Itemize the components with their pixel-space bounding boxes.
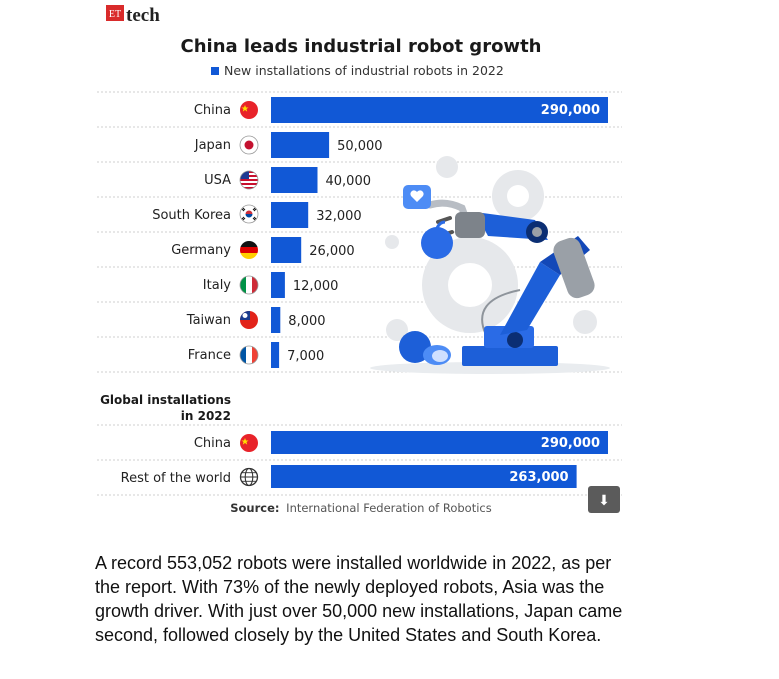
value-label-taiwan: 8,000 xyxy=(288,314,325,329)
germany-flag-icon xyxy=(240,241,258,259)
category-label: China xyxy=(194,103,231,118)
category-label: France xyxy=(188,348,231,363)
source-note: Source: International Federation of Robo… xyxy=(230,501,491,515)
south-korea-flag-icon xyxy=(239,204,259,224)
value-label-france: 7,000 xyxy=(287,349,324,364)
value-label-global-china: 290,000 xyxy=(541,436,600,451)
bar-south-korea xyxy=(271,202,309,228)
category-label: Japan xyxy=(194,138,231,153)
bar-italy xyxy=(271,272,285,298)
category-label: Taiwan xyxy=(186,313,231,328)
source-text: International Federation of Robotics xyxy=(286,501,492,515)
bar-rest-of-world xyxy=(271,465,577,488)
italy-flag-icon xyxy=(239,275,259,295)
bar-france xyxy=(271,342,280,368)
value-label-germany: 26,000 xyxy=(309,244,355,259)
bar-china xyxy=(271,97,608,123)
france-flag-icon xyxy=(239,345,259,365)
source-label: Source: xyxy=(230,501,279,515)
bar-japan xyxy=(271,132,330,158)
article-caption: A record 553,052 robots were installed w… xyxy=(95,553,623,645)
legend-swatch xyxy=(211,67,219,75)
category-label: Italy xyxy=(203,278,232,293)
category-label: China xyxy=(194,436,231,451)
chart: ET tech China leads industrial robot gro… xyxy=(97,5,622,515)
svg-text:tech: tech xyxy=(126,5,160,26)
taiwan-flag-icon xyxy=(240,311,258,329)
value-label-rest-of-world: 263,000 xyxy=(509,470,568,485)
china-flag-icon xyxy=(240,434,258,452)
section2-title-line2: in 2022 xyxy=(181,409,231,423)
category-label: Rest of the world xyxy=(121,471,231,486)
download-icon: ⬇ xyxy=(598,491,610,508)
bars-new-installations: China 290,000 Japan 50,000 USA xyxy=(152,97,608,368)
bar-taiwan xyxy=(271,307,281,333)
bar-germany xyxy=(271,237,302,263)
china-flag-icon xyxy=(240,101,258,119)
download-button[interactable]: ⬇ xyxy=(588,486,620,513)
globe-icon xyxy=(239,467,259,487)
section2-title-line1: Global installations xyxy=(100,393,231,407)
value-label-china: 290,000 xyxy=(541,103,600,118)
japan-flag-icon xyxy=(239,135,259,155)
category-label: USA xyxy=(204,173,231,188)
chart-title: China leads industrial robot growth xyxy=(181,36,542,57)
usa-flag-icon xyxy=(239,170,259,190)
svg-text:ET: ET xyxy=(109,9,121,20)
value-label-japan: 50,000 xyxy=(337,139,383,154)
legend-label: New installations of industrial robots i… xyxy=(224,63,504,78)
value-label-usa: 40,000 xyxy=(326,174,372,189)
bar-usa xyxy=(271,167,318,193)
robot-arm-illustration xyxy=(370,156,610,374)
category-label: South Korea xyxy=(152,208,231,223)
bars-global-installations: China 290,000 Rest of the world 263,000 xyxy=(121,431,608,488)
value-label-italy: 12,000 xyxy=(293,279,339,294)
et-tech-logo: ET tech xyxy=(106,5,160,26)
category-label: Germany xyxy=(171,243,231,258)
value-label-south-korea: 32,000 xyxy=(316,209,362,224)
bar-global-china xyxy=(271,431,608,454)
